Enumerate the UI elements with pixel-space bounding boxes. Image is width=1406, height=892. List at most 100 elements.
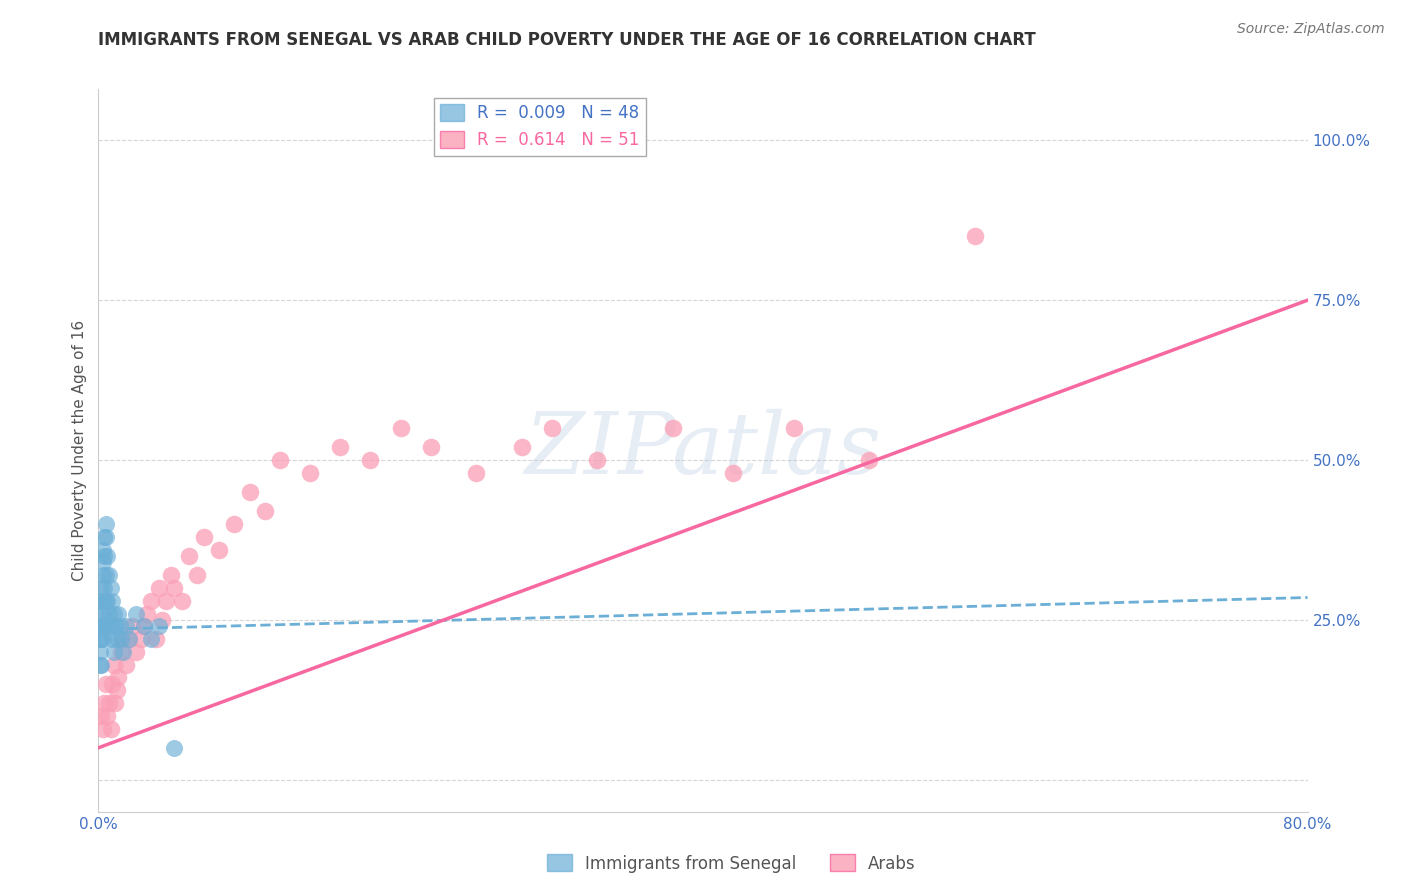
Point: [90, 657, 112, 672]
Point: [103, 607, 125, 621]
Point: [90, 619, 112, 633]
Point: [107, 670, 129, 684]
Point: [91, 607, 114, 621]
Point: [96, 593, 118, 607]
Point: [132, 619, 155, 633]
Point: [239, 485, 262, 500]
Point: [89, 632, 111, 646]
Point: [179, 549, 201, 563]
Point: [98, 568, 121, 582]
Point: [224, 516, 246, 531]
Point: [858, 453, 880, 467]
Text: Source: ZipAtlas.com: Source: ZipAtlas.com: [1237, 22, 1385, 37]
Point: [141, 632, 163, 646]
Point: [163, 740, 186, 755]
Point: [94, 593, 117, 607]
Point: [89, 619, 111, 633]
Point: [90, 708, 112, 723]
Point: [101, 632, 124, 646]
Point: [125, 607, 148, 621]
Point: [105, 683, 128, 698]
Point: [90, 581, 112, 595]
Legend: R =  0.009   N = 48, R =  0.614   N = 51: R = 0.009 N = 48, R = 0.614 N = 51: [433, 97, 645, 155]
Point: [360, 453, 382, 467]
Point: [94, 677, 117, 691]
Point: [94, 516, 117, 531]
Point: [114, 657, 136, 672]
Point: [269, 453, 291, 467]
Point: [90, 607, 112, 621]
Point: [108, 619, 131, 633]
Point: [540, 421, 562, 435]
Point: [114, 619, 136, 633]
Point: [98, 696, 121, 710]
Point: [160, 568, 183, 582]
Point: [121, 619, 143, 633]
Point: [208, 542, 231, 557]
Point: [90, 632, 112, 646]
Point: [118, 632, 141, 646]
Point: [103, 645, 125, 659]
Point: [965, 229, 987, 244]
Point: [186, 568, 208, 582]
Point: [90, 593, 112, 607]
Point: [132, 619, 155, 633]
Point: [111, 632, 134, 646]
Point: [510, 440, 533, 454]
Point: [100, 619, 122, 633]
Point: [155, 593, 177, 607]
Point: [91, 542, 114, 557]
Point: [723, 466, 745, 480]
Point: [253, 504, 276, 518]
Point: [103, 657, 125, 672]
Text: IMMIGRANTS FROM SENEGAL VS ARAB CHILD POVERTY UNDER THE AGE OF 16 CORRELATION CH: IMMIGRANTS FROM SENEGAL VS ARAB CHILD PO…: [98, 31, 1036, 49]
Point: [465, 466, 488, 480]
Point: [105, 632, 128, 646]
Point: [100, 722, 122, 736]
Point: [135, 607, 157, 621]
Point: [148, 581, 170, 595]
Point: [783, 421, 806, 435]
Point: [91, 568, 114, 582]
Point: [104, 696, 127, 710]
Point: [93, 619, 115, 633]
Point: [89, 645, 111, 659]
Point: [96, 549, 118, 563]
Point: [163, 581, 186, 595]
Point: [91, 722, 114, 736]
Point: [96, 619, 118, 633]
Point: [661, 421, 683, 435]
Point: [193, 530, 215, 544]
Point: [93, 696, 115, 710]
Point: [141, 593, 163, 607]
Point: [110, 645, 132, 659]
Point: [420, 440, 443, 454]
Point: [150, 613, 173, 627]
Point: [145, 632, 167, 646]
Point: [586, 453, 609, 467]
Text: ZIPatlas: ZIPatlas: [524, 409, 882, 491]
Y-axis label: Child Poverty Under the Age of 16: Child Poverty Under the Age of 16: [72, 320, 87, 581]
Point: [93, 581, 115, 595]
Point: [148, 619, 170, 633]
Point: [93, 549, 115, 563]
Point: [91, 593, 114, 607]
Point: [94, 530, 117, 544]
Point: [299, 466, 322, 480]
Point: [91, 632, 114, 646]
Point: [100, 581, 122, 595]
Point: [89, 657, 111, 672]
Point: [118, 632, 141, 646]
Point: [329, 440, 352, 454]
Point: [101, 593, 124, 607]
Point: [91, 555, 114, 569]
Point: [98, 607, 121, 621]
Point: [125, 645, 148, 659]
Point: [101, 677, 124, 691]
Point: [96, 708, 118, 723]
Point: [170, 593, 193, 607]
Point: [110, 632, 132, 646]
Point: [389, 421, 412, 435]
Point: [104, 619, 127, 633]
Legend: Immigrants from Senegal, Arabs: Immigrants from Senegal, Arabs: [540, 847, 922, 880]
